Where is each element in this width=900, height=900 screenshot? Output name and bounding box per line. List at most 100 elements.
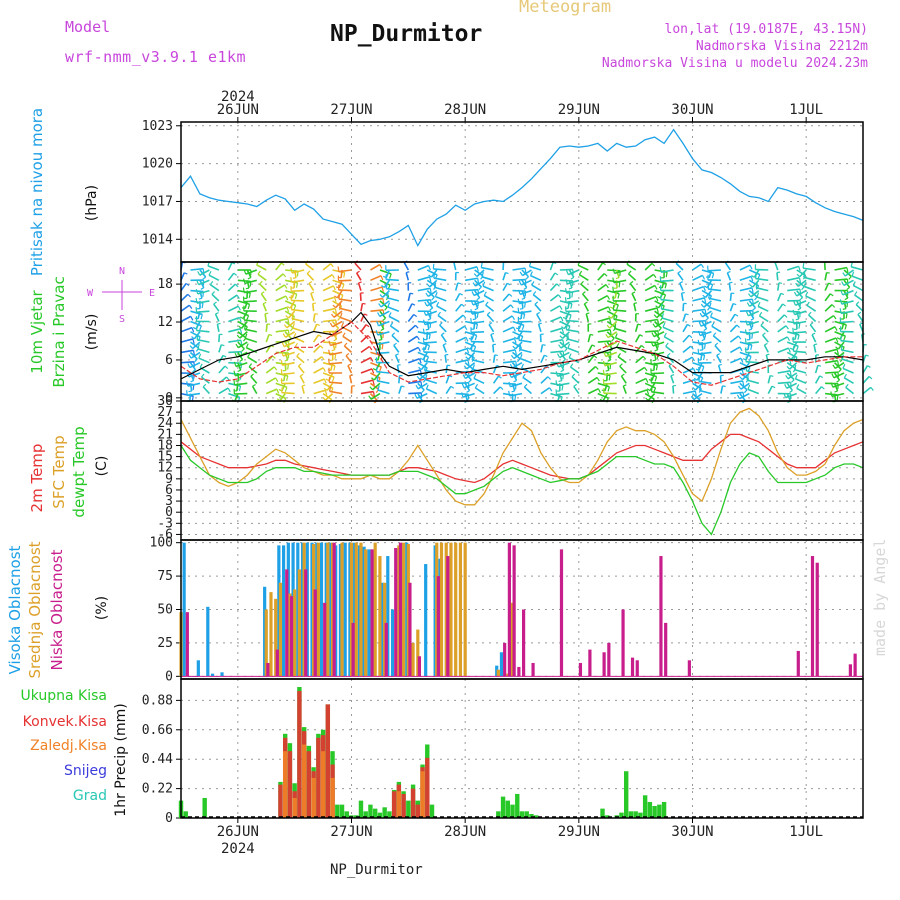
wind-barb	[540, 365, 547, 374]
wind-barb	[654, 310, 664, 318]
wind-barb	[568, 280, 573, 289]
wind-barb	[739, 264, 751, 271]
wind-barb	[376, 380, 390, 385]
wind-barb	[615, 336, 627, 343]
wind-barb-flag	[701, 366, 705, 372]
wind-barb	[340, 316, 352, 323]
wind-barb-flag	[372, 380, 375, 386]
wind-barb-flag	[423, 310, 427, 316]
wind-barb-flag	[561, 326, 565, 330]
wind-barb	[248, 366, 258, 374]
wind-barb-flag	[381, 285, 385, 288]
wind-barb-flag	[755, 282, 758, 288]
wind-barb	[635, 389, 648, 395]
wind-barb-flag	[813, 343, 818, 346]
wind-barb-flag	[830, 391, 833, 397]
wind-barb-flag	[192, 326, 197, 330]
wind-barb-flag	[376, 375, 379, 381]
wind-barb-flag	[467, 359, 470, 365]
wind-barb	[565, 300, 579, 304]
wind-barb	[442, 344, 447, 353]
wind-barb	[370, 286, 383, 292]
wind-barb	[473, 311, 477, 320]
wind-barb-flag	[582, 291, 586, 295]
wind-barb	[635, 355, 644, 364]
wind-barb	[519, 289, 532, 296]
wind-barb	[426, 310, 432, 320]
wind-barb	[654, 320, 665, 328]
wind-barb-flag	[641, 344, 645, 349]
wind-barb-flag	[677, 270, 682, 274]
wind-barb	[739, 351, 752, 358]
wind-barb-flag	[185, 282, 190, 286]
wind-barb	[519, 348, 532, 354]
wind-barb-flag	[275, 377, 279, 383]
precip-bar-precip_total	[339, 804, 345, 818]
wind-barb-flag	[227, 387, 231, 393]
wind-barb	[313, 378, 325, 385]
wind-barb-flag	[340, 322, 345, 328]
wind-barb	[322, 285, 334, 292]
wind-barb-flag	[328, 349, 331, 355]
wind-barb-flag	[423, 365, 427, 371]
wind-barb-flag	[415, 384, 419, 390]
wind-barb-flag	[803, 281, 807, 287]
y-tick-label: 1014	[142, 232, 173, 247]
wind-barb-flag	[199, 363, 203, 368]
wind-barb-flag	[631, 291, 636, 294]
cloud-bar-cloud_low	[408, 582, 412, 677]
wind-barb-flag	[698, 385, 702, 391]
wind-barb	[660, 269, 674, 273]
wind-barb-flag	[523, 313, 526, 319]
y-tick-label: 100	[150, 536, 173, 551]
wind-barb	[824, 326, 836, 333]
wind-barb	[464, 331, 477, 337]
wind-barb	[644, 382, 656, 389]
wind-barb	[587, 365, 597, 374]
wind-barb-flag	[608, 306, 611, 312]
wind-barb-flag	[603, 351, 607, 357]
y-tick-label: 12	[157, 315, 173, 330]
wind-barb	[360, 313, 366, 322]
wind-barb-flag	[569, 363, 574, 368]
wind-barb-flag	[246, 315, 250, 321]
wind-barb	[606, 362, 610, 371]
wind-barb-flag	[368, 346, 373, 351]
wind-barb	[244, 289, 257, 294]
wind-barb-flag	[646, 389, 650, 395]
wind-barb-flag	[235, 343, 239, 349]
wind-barb	[465, 277, 478, 282]
compass-e: E	[149, 288, 155, 299]
wind-barb	[464, 372, 476, 380]
wind-barb-flag	[306, 270, 311, 274]
wind-barb-flag	[798, 323, 801, 329]
wind-barb-flag	[658, 327, 662, 332]
wind-barb	[376, 341, 390, 346]
precip-bar-precip_total	[605, 815, 610, 818]
wind-barb	[834, 278, 848, 282]
wind-barb	[197, 289, 210, 295]
day-label-top: 29JUN	[558, 102, 600, 118]
wind-barb	[338, 298, 352, 302]
wind-barb-flag	[466, 347, 471, 350]
wind-barb	[240, 320, 248, 329]
wind-barb-flag	[751, 275, 755, 278]
wind-barb-flag	[379, 366, 382, 372]
wind-barb	[692, 297, 705, 302]
wind-barb	[417, 351, 429, 358]
wind-barb	[565, 319, 579, 323]
wind-barb-flag	[618, 282, 621, 288]
wind-barb-flag	[423, 355, 426, 362]
wind-barb-flag	[750, 318, 755, 321]
precip-bar-precip_total	[661, 801, 667, 818]
wind-barb-flag	[433, 282, 437, 288]
wind-barb	[370, 309, 384, 312]
y-tick-label: -6	[157, 527, 173, 542]
cloud-bar-cloud_mid	[439, 542, 444, 677]
wind-barb	[739, 392, 750, 400]
wind-barb	[464, 362, 474, 370]
wind-barb-flag	[339, 312, 343, 318]
wind-barb	[502, 360, 516, 364]
wind-barb-flag	[560, 316, 564, 322]
wind-barb	[560, 341, 570, 349]
